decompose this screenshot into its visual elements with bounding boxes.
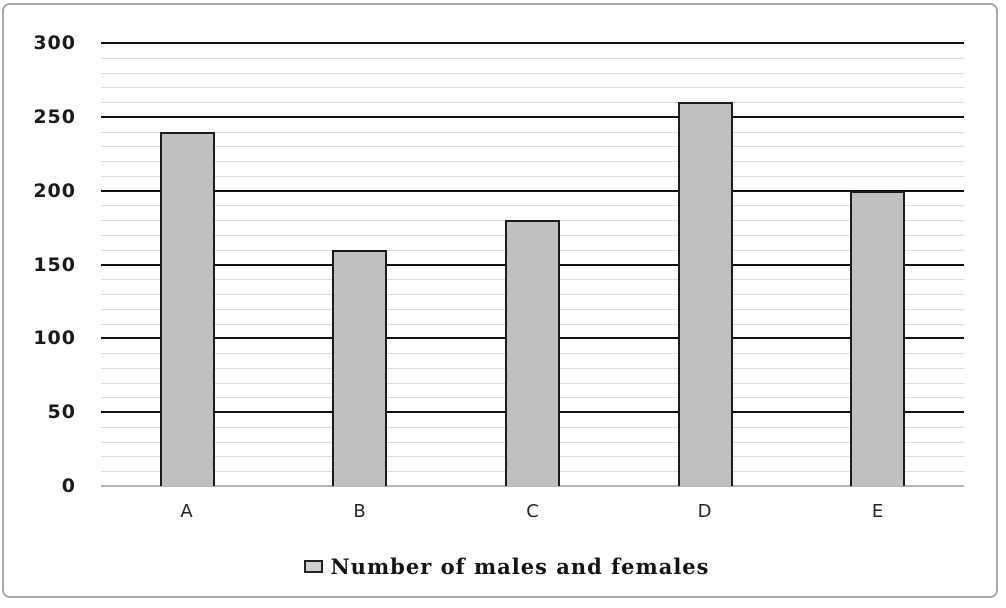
bar-C xyxy=(505,220,560,486)
legend-marker-square-icon xyxy=(304,560,324,573)
minor-gridline xyxy=(101,102,964,103)
y-tick-label: 300 xyxy=(33,32,76,54)
major-gridline xyxy=(101,42,964,44)
major-gridline xyxy=(101,116,964,118)
y-tick-label: 150 xyxy=(33,254,76,276)
x-tick-label-D: D xyxy=(697,501,713,522)
bar-E xyxy=(850,191,905,486)
chart-frame: 0 50 100 150 200 250 300 A B C D E Number of males… xyxy=(2,3,998,598)
x-tick-label-C: C xyxy=(526,501,540,522)
minor-gridline xyxy=(101,58,964,59)
y-tick-label: 100 xyxy=(33,327,76,349)
major-gridline xyxy=(101,190,964,192)
minor-gridline xyxy=(101,73,964,74)
bar-A xyxy=(160,132,215,486)
minor-gridline xyxy=(101,87,964,88)
y-tick-label: 50 xyxy=(47,401,76,423)
y-tick-label: 250 xyxy=(33,106,76,128)
minor-gridline xyxy=(101,205,964,206)
x-tick-label-B: B xyxy=(353,501,367,522)
plot-area xyxy=(101,5,964,608)
y-tick-label: 0 xyxy=(61,475,76,497)
y-tick-label: 200 xyxy=(33,180,76,202)
legend-label: Number of males and females xyxy=(330,554,710,579)
bar-B xyxy=(332,250,387,486)
minor-gridline xyxy=(101,161,964,162)
x-axis-baseline xyxy=(101,485,964,487)
minor-gridline xyxy=(101,176,964,177)
minor-gridline xyxy=(101,132,964,133)
x-tick-label-E: E xyxy=(871,501,885,522)
bar-D xyxy=(678,102,733,486)
minor-gridline xyxy=(101,146,964,147)
x-tick-label-A: A xyxy=(180,501,194,522)
legend: Number of males and females xyxy=(4,554,1006,579)
